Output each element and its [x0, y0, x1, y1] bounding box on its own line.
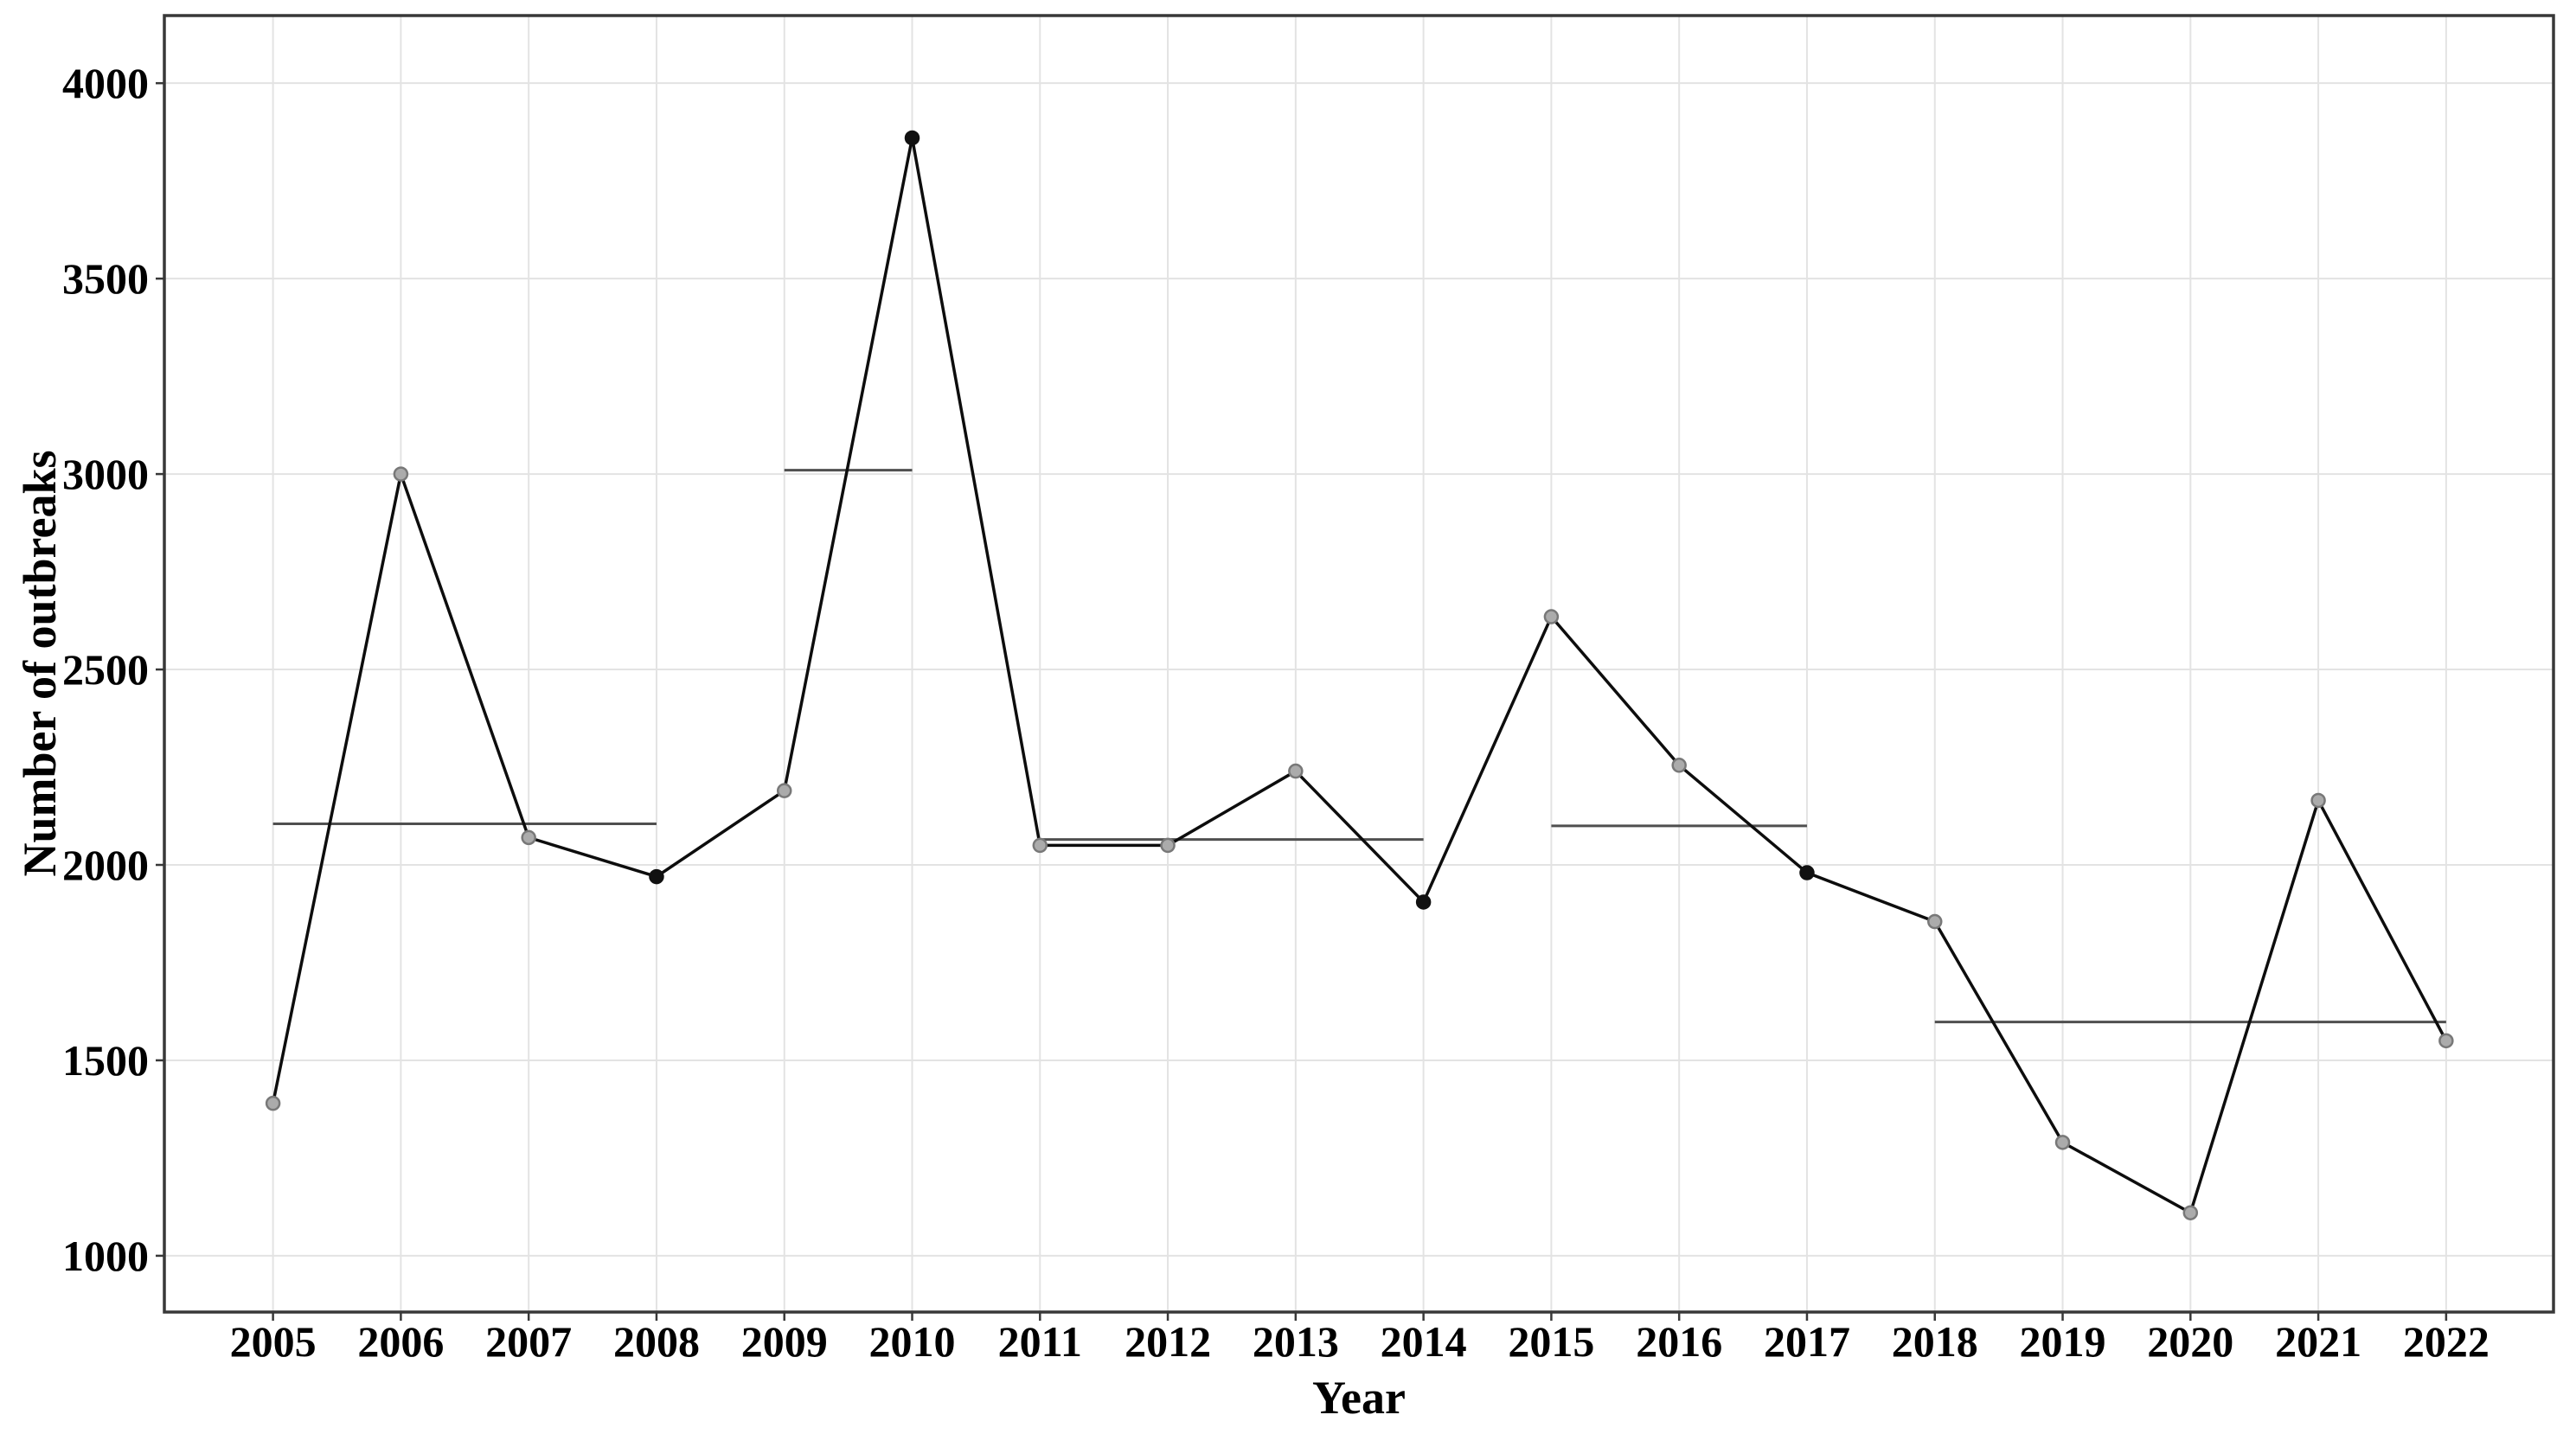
y-tick-label-2000: 2000 — [62, 841, 149, 889]
series-line — [271, 136, 2448, 1214]
data-point-2021 — [2310, 792, 2326, 809]
x-tick-label-2016: 2016 — [1636, 1317, 1722, 1366]
period-mean-segments — [272, 469, 2446, 1024]
x-tick-label-2014: 2014 — [1381, 1317, 1467, 1366]
x-tick-label-2007: 2007 — [485, 1317, 572, 1366]
data-point-2010 — [904, 130, 920, 146]
x-tick-label-2010: 2010 — [869, 1317, 956, 1366]
x-tick-label-2008: 2008 — [613, 1317, 700, 1366]
outbreaks-series-line — [271, 136, 2448, 1214]
data-point-2015 — [1543, 609, 1560, 624]
data-point-2006 — [393, 466, 409, 482]
data-point-2014 — [1415, 894, 1432, 910]
x-tick-label-2015: 2015 — [1508, 1317, 1594, 1366]
data-points — [265, 130, 2454, 1220]
y-tick-label-1000: 1000 — [62, 1232, 149, 1280]
x-axis-title: Year — [1312, 1372, 1406, 1424]
x-tick-label-2022: 2022 — [2403, 1317, 2489, 1366]
data-point-2009 — [776, 783, 792, 798]
x-tick-label-2018: 2018 — [1892, 1317, 1978, 1366]
y-tick-label-4000: 4000 — [62, 59, 149, 107]
data-point-2016 — [1671, 758, 1687, 773]
data-point-2008 — [649, 868, 664, 885]
data-point-2013 — [1288, 763, 1304, 779]
data-point-2020 — [2182, 1205, 2199, 1220]
data-point-2018 — [1926, 913, 1943, 930]
data-point-2012 — [1160, 837, 1176, 854]
data-point-2022 — [2438, 1033, 2454, 1049]
gridlines — [164, 16, 2554, 1312]
x-tick-label-2012: 2012 — [1125, 1317, 1211, 1366]
data-point-2005 — [265, 1095, 281, 1111]
data-point-2011 — [1032, 837, 1048, 854]
x-tick-label-2019: 2019 — [2020, 1317, 2106, 1366]
x-tick-label-2020: 2020 — [2147, 1317, 2233, 1366]
x-tick-label-2006: 2006 — [357, 1317, 444, 1366]
data-point-2017 — [1799, 865, 1815, 880]
panel-border-rect — [163, 14, 2555, 1314]
y-tick-label-2500: 2500 — [62, 645, 149, 694]
y-axis-title: Number of outbreaks — [14, 450, 66, 876]
y-tick-label-3000: 3000 — [62, 450, 149, 498]
y-tick-label-1500: 1500 — [62, 1036, 149, 1085]
data-point-2007 — [521, 829, 536, 846]
x-tick-label-2017: 2017 — [1764, 1317, 1850, 1366]
x-tick-label-2005: 2005 — [230, 1317, 317, 1366]
x-tick-label-2021: 2021 — [2275, 1317, 2361, 1366]
y-tick-label-3500: 3500 — [62, 254, 149, 303]
data-point-2019 — [2054, 1135, 2071, 1150]
x-tick-label-2013: 2013 — [1253, 1317, 1339, 1366]
panel-border — [163, 14, 2555, 1314]
axis-tick-labels: 2005 2006 2007 2008 2009 2010 2011 2012 2013 2014… — [62, 59, 2489, 1366]
axis-ticks — [156, 81, 2448, 1321]
x-tick-label-2009: 2009 — [741, 1317, 828, 1366]
x-tick-label-2011: 2011 — [998, 1317, 1082, 1366]
